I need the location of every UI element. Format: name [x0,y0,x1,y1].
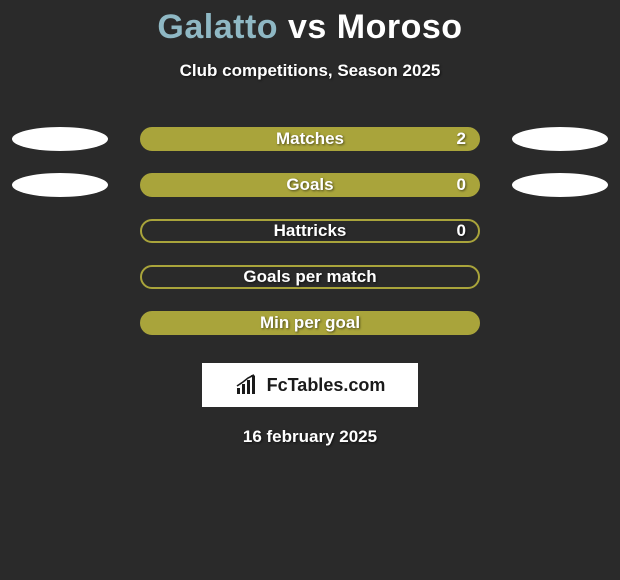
stat-label: Goals per match [243,267,376,287]
stat-label: Hattricks [274,221,347,241]
stat-value: 0 [457,221,466,241]
logo-box: FcTables.com [202,363,418,407]
logo-text: FcTables.com [267,375,386,396]
page-title: Galatto vs Moroso [0,0,620,47]
player1-name: Galatto [157,8,278,46]
stat-value: 0 [457,175,466,195]
stat-bar: Hattricks 0 [140,219,480,243]
right-ellipse [512,127,608,151]
player2-name: Moroso [337,8,463,46]
stat-bar: Goals 0 [140,173,480,197]
subtitle: Club competitions, Season 2025 [0,61,620,81]
stat-bar: Min per goal [140,311,480,335]
stat-row: Hattricks 0 [0,219,620,243]
stat-row: Goals per match [0,265,620,289]
left-ellipse [12,173,108,197]
stat-bar: Goals per match [140,265,480,289]
infographic-container: Galatto vs Moroso Club competitions, Sea… [0,0,620,580]
left-ellipse [12,127,108,151]
stat-label: Goals [286,175,333,195]
stat-label: Min per goal [260,313,360,333]
stat-label: Matches [276,129,344,149]
stat-bar: Matches 2 [140,127,480,151]
date-label: 16 february 2025 [0,427,620,447]
stat-rows: Matches 2 Goals 0 Hattricks 0 Goals per match M… [0,127,620,335]
vs-text: vs [288,8,327,46]
chart-icon [235,374,261,396]
stat-row: Goals 0 [0,173,620,197]
stat-row: Matches 2 [0,127,620,151]
stat-value: 2 [457,129,466,149]
stat-row: Min per goal [0,311,620,335]
right-ellipse [512,173,608,197]
